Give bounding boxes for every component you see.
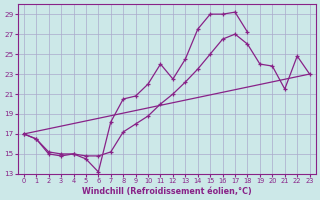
X-axis label: Windchill (Refroidissement éolien,°C): Windchill (Refroidissement éolien,°C) xyxy=(82,187,252,196)
